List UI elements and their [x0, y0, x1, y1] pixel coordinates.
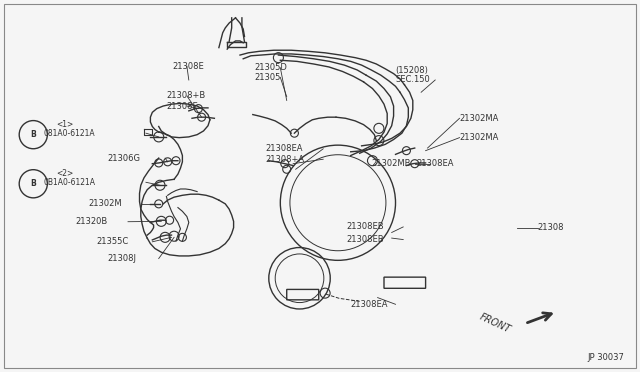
- Text: 21308+B: 21308+B: [166, 92, 205, 100]
- Text: 21308E: 21308E: [173, 62, 205, 71]
- Text: 21305D: 21305D: [255, 63, 287, 72]
- Text: 21308EA: 21308EA: [351, 300, 388, 309]
- Text: 21302MA: 21302MA: [460, 133, 499, 142]
- Text: SEC.150: SEC.150: [396, 76, 430, 84]
- Text: 21355C: 21355C: [96, 237, 128, 246]
- Text: 21306G: 21306G: [108, 154, 141, 163]
- Text: 21308EA: 21308EA: [266, 144, 303, 153]
- Text: 21308EB: 21308EB: [347, 235, 385, 244]
- Text: 21308+A: 21308+A: [266, 155, 305, 164]
- Text: B: B: [31, 130, 36, 139]
- Text: 21302MB: 21302MB: [371, 159, 411, 168]
- Text: 21320B: 21320B: [76, 217, 108, 226]
- Text: 081A0-6121A: 081A0-6121A: [44, 129, 95, 138]
- Text: (15208): (15208): [396, 66, 428, 75]
- Text: JP 30037: JP 30037: [587, 353, 624, 362]
- Text: 21308EA: 21308EA: [416, 159, 454, 168]
- Text: 21308E: 21308E: [166, 102, 198, 110]
- Text: <2>: <2>: [56, 169, 74, 178]
- Text: <1>: <1>: [56, 120, 74, 129]
- Text: 0B1A0-6121A: 0B1A0-6121A: [44, 178, 95, 187]
- Text: 21308: 21308: [538, 223, 564, 232]
- Text: B: B: [31, 179, 36, 188]
- Text: 21308EB: 21308EB: [347, 222, 385, 231]
- Text: 21302MA: 21302MA: [460, 114, 499, 123]
- Text: 21305: 21305: [255, 73, 281, 82]
- Text: 21308J: 21308J: [108, 254, 136, 263]
- Text: 21302M: 21302M: [88, 199, 122, 208]
- Text: FRONT: FRONT: [477, 312, 512, 335]
